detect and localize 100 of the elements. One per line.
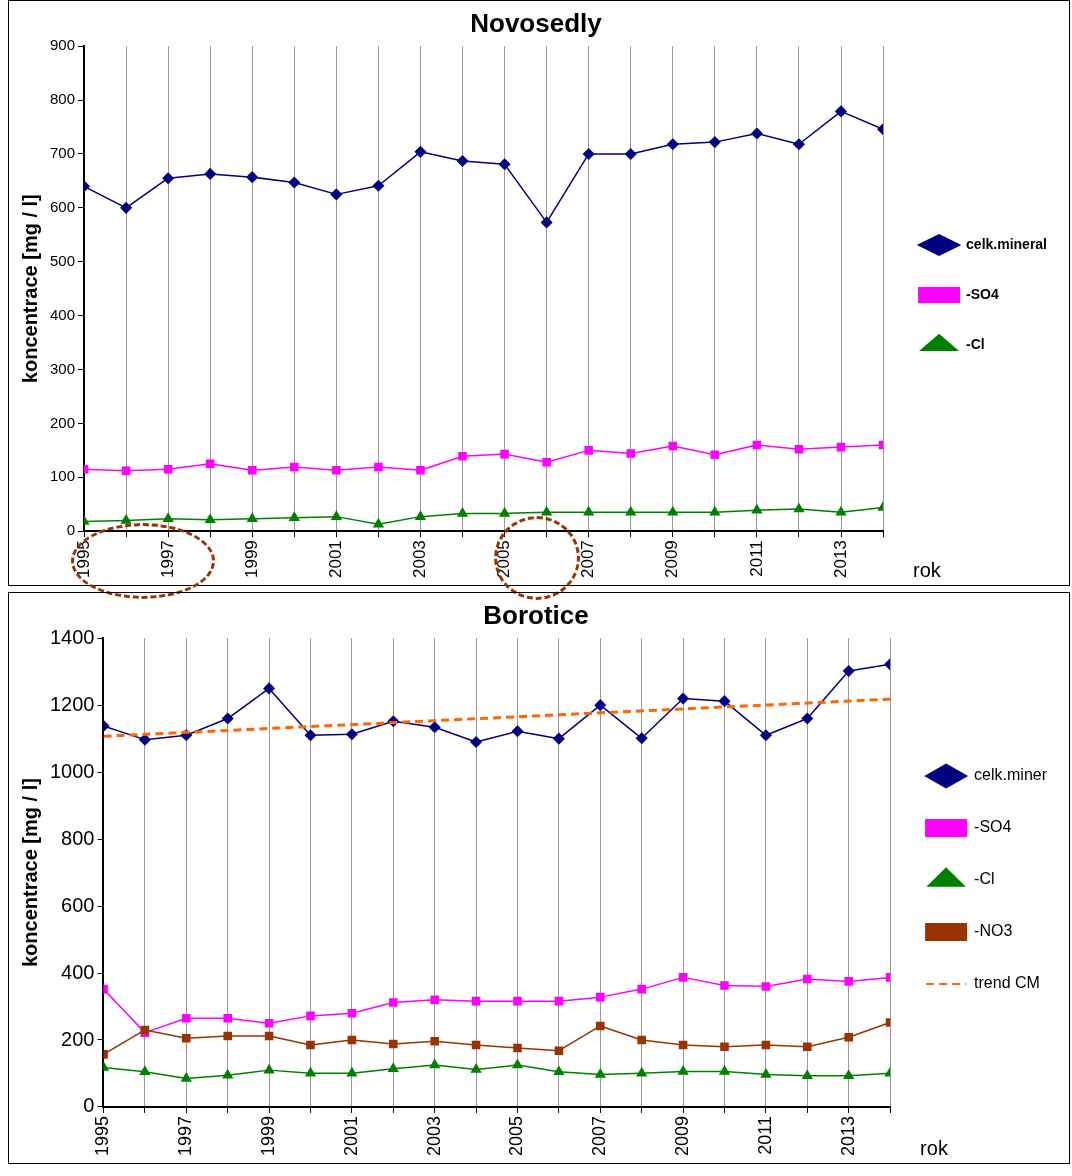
- y-tick-label: 1000: [49, 759, 95, 782]
- point: [306, 1040, 315, 1050]
- point: [542, 457, 551, 467]
- x-axis-title: rok: [920, 1136, 949, 1159]
- point: [635, 732, 648, 745]
- point: [223, 1013, 232, 1023]
- point: [182, 1034, 191, 1043]
- point: [223, 1031, 232, 1041]
- legend-label: -Cl: [974, 870, 995, 888]
- point: [120, 202, 132, 214]
- point: [553, 732, 565, 745]
- point: [582, 148, 595, 160]
- x-tick-label: 1997: [175, 1115, 196, 1156]
- y-tick-label: 800: [61, 826, 95, 849]
- point: [718, 695, 731, 707]
- y-tick-label: 200: [61, 1027, 95, 1050]
- point: [389, 1039, 398, 1049]
- point: [430, 995, 439, 1005]
- x-tick-label: 2003: [410, 540, 430, 579]
- point: [760, 729, 772, 742]
- point: [554, 996, 564, 1006]
- x-axis-title: rok: [913, 558, 942, 581]
- chart-title: Borotice: [483, 599, 589, 630]
- y-tick-label: 1400: [49, 625, 95, 648]
- point: [751, 504, 762, 514]
- x-tick-label: 2009: [662, 540, 682, 579]
- point: [373, 518, 384, 528]
- point: [678, 973, 688, 982]
- point: [162, 172, 174, 184]
- point: [429, 1059, 440, 1069]
- point: [290, 462, 299, 472]
- point: [331, 510, 342, 520]
- point: [374, 462, 383, 472]
- point: [221, 712, 234, 725]
- point: [554, 1046, 564, 1055]
- chart-title: Novosedly: [470, 7, 603, 38]
- x-tick-label: 2005: [506, 1115, 527, 1156]
- point: [205, 459, 215, 469]
- y-tick-label: 0: [83, 1094, 95, 1117]
- y-tick-label: 1200: [49, 692, 95, 715]
- point: [471, 1063, 482, 1073]
- point: [637, 984, 646, 994]
- y-tick-label: 600: [50, 198, 76, 215]
- point: [794, 444, 804, 454]
- point: [752, 440, 762, 450]
- point: [181, 1072, 192, 1082]
- x-tick-label: 2001: [340, 1115, 361, 1156]
- point: [139, 1066, 150, 1076]
- point: [471, 1040, 481, 1050]
- y-tick-label: 400: [50, 305, 76, 323]
- x-tick-label: 2013: [837, 1115, 858, 1156]
- point: [836, 442, 846, 452]
- point: [513, 1043, 522, 1053]
- point: [667, 506, 678, 516]
- point: [761, 982, 771, 991]
- y-tick-label: 300: [50, 359, 76, 377]
- point: [388, 1063, 399, 1073]
- point: [264, 1018, 274, 1028]
- legend-label: -SO4: [966, 285, 999, 302]
- point: [204, 168, 216, 180]
- point: [835, 506, 847, 516]
- point: [346, 1067, 357, 1077]
- point: [583, 506, 594, 516]
- point: [263, 682, 275, 695]
- point: [596, 992, 605, 1002]
- point: [802, 1070, 813, 1080]
- point: [594, 699, 607, 711]
- point: [428, 721, 441, 734]
- point: [710, 450, 720, 459]
- point: [596, 1021, 605, 1031]
- point: [264, 1064, 275, 1074]
- point: [182, 1013, 191, 1023]
- point: [247, 466, 257, 475]
- point: [541, 506, 552, 516]
- point: [719, 1065, 730, 1075]
- point: [288, 176, 301, 189]
- point: [470, 736, 482, 748]
- x-tick-label: 2007: [578, 540, 598, 579]
- point: [844, 1033, 853, 1042]
- x-tick-label: 2011: [746, 540, 766, 577]
- x-tick-label: 2003: [423, 1115, 444, 1156]
- y-axis-title: koncentrace [mg / l]: [18, 778, 41, 968]
- y-tick-label: 500: [50, 251, 76, 269]
- point: [346, 728, 358, 741]
- point: [389, 998, 398, 1007]
- point: [803, 974, 812, 984]
- legend-label: -NO3: [974, 922, 1013, 940]
- point: [842, 665, 855, 677]
- legend-label: celk.mineral: [966, 235, 1047, 252]
- x-tick-label: 1995: [92, 1115, 113, 1156]
- point: [456, 155, 469, 167]
- point: [584, 446, 593, 455]
- point: [347, 1035, 357, 1045]
- point: [760, 1068, 771, 1078]
- point: [761, 1040, 771, 1050]
- point: [709, 136, 721, 148]
- point: [677, 692, 689, 705]
- point: [511, 725, 524, 738]
- point: [637, 1035, 646, 1045]
- y-tick-label: 900: [50, 36, 76, 54]
